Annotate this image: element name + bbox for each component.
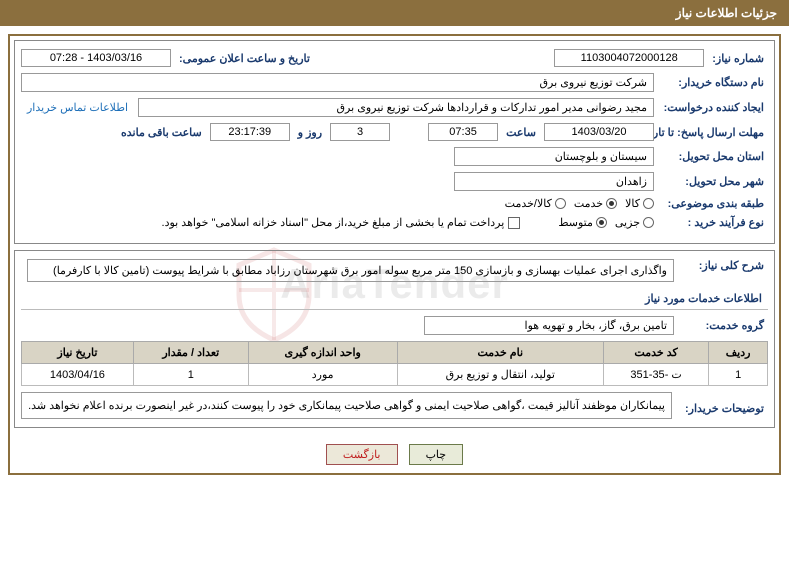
remaining-time-field: 23:17:39 (210, 123, 290, 141)
radio-medium[interactable]: متوسط (558, 216, 607, 229)
table-cell: تولید، انتقال و توزیع برق (397, 364, 603, 386)
table-cell: مورد (248, 364, 397, 386)
group-label: گروه خدمت: (678, 319, 768, 332)
table-header: تاریخ نیاز (22, 342, 134, 364)
buyer-org-label: نام دستگاه خریدار: (658, 76, 768, 89)
radio-goods[interactable]: کالا (625, 197, 654, 210)
deadline-date-field: 1403/03/20 (544, 123, 654, 141)
section-services-title: اطلاعات خدمات مورد نیاز (21, 288, 768, 310)
province-label: استان محل تحویل: (658, 150, 768, 163)
page-title: جزئیات اطلاعات نیاز (676, 6, 777, 20)
days-field: 3 (330, 123, 390, 141)
services-table: ردیفکد خدمتنام خدمتواحد اندازه گیریتعداد… (21, 341, 768, 386)
city-label: شهر محل تحویل: (658, 175, 768, 188)
category-label: طبقه بندی موضوعی: (658, 197, 768, 210)
table-header: نام خدمت (397, 342, 603, 364)
table-header: ردیف (709, 342, 768, 364)
city-field: زاهدان (454, 172, 654, 191)
radio-partial[interactable]: جزیی (615, 216, 654, 229)
button-row: چاپ بازگشت (14, 434, 775, 469)
table-header: واحد اندازه گیری (248, 342, 397, 364)
table-header: کد خدمت (603, 342, 708, 364)
contact-link[interactable]: اطلاعات تماس خریدار (21, 101, 134, 114)
table-cell: 1403/04/16 (22, 364, 134, 386)
page-header: جزئیات اطلاعات نیاز (0, 0, 789, 26)
remaining-label: ساعت باقی مانده (117, 126, 206, 139)
time-label: ساعت (502, 126, 540, 139)
print-button[interactable]: چاپ (409, 444, 464, 465)
deadline-label: مهلت ارسال پاسخ: تا تاریخ: (658, 126, 768, 139)
table-header: تعداد / مقدار (133, 342, 248, 364)
desc-label: شرح کلی نیاز: (678, 259, 768, 272)
payment-checkbox[interactable] (508, 217, 520, 229)
buyer-note-label: توضیحات خریدار: (678, 392, 768, 419)
radio-service[interactable]: خدمت (574, 197, 617, 210)
requester-field: مجید رضوانی مدیر امور تدارکات و قرارداده… (138, 98, 654, 117)
need-no-label: شماره نیاز: (708, 52, 768, 65)
group-field: تامین برق، گاز، بخار و تهویه هوا (424, 316, 674, 335)
days-label: روز و (294, 126, 326, 139)
payment-note: پرداخت تمام یا بخشی از مبلغ خرید،از محل … (162, 216, 505, 229)
main-frame: AriaTender شماره نیاز: 1103004072000128 … (8, 34, 781, 475)
panel-basic-info: شماره نیاز: 1103004072000128 تاریخ و ساع… (14, 40, 775, 244)
table-row: 1ت -35-351تولید، انتقال و توزیع برقمورد1… (22, 364, 768, 386)
category-radio-group: کالا خدمت کالا/خدمت (505, 197, 654, 210)
announce-field: 1403/03/16 - 07:28 (21, 49, 171, 67)
desc-box: واگذاری اجرای عملیات بهسازی و بازسازی 15… (27, 259, 674, 282)
back-button[interactable]: بازگشت (326, 444, 398, 465)
need-no-field: 1103004072000128 (554, 49, 704, 67)
requester-label: ایجاد کننده درخواست: (658, 101, 768, 114)
province-field: سیستان و بلوچستان (454, 147, 654, 166)
table-cell: ت -35-351 (603, 364, 708, 386)
table-cell: 1 (133, 364, 248, 386)
announce-label: تاریخ و ساعت اعلان عمومی: (175, 52, 314, 65)
deadline-time-field: 07:35 (428, 123, 498, 141)
radio-both[interactable]: کالا/خدمت (505, 197, 566, 210)
process-radio-group: جزیی متوسط (558, 216, 654, 229)
buyer-note-box: پیمانکاران موظفند آنالیز قیمت ،گواهی صلا… (21, 392, 672, 419)
process-label: نوع فرآیند خرید : (658, 216, 768, 229)
buyer-org-field: شرکت توزیع نیروی برق (21, 73, 654, 92)
panel-details: شرح کلی نیاز: واگذاری اجرای عملیات بهساز… (14, 250, 775, 428)
table-cell: 1 (709, 364, 768, 386)
